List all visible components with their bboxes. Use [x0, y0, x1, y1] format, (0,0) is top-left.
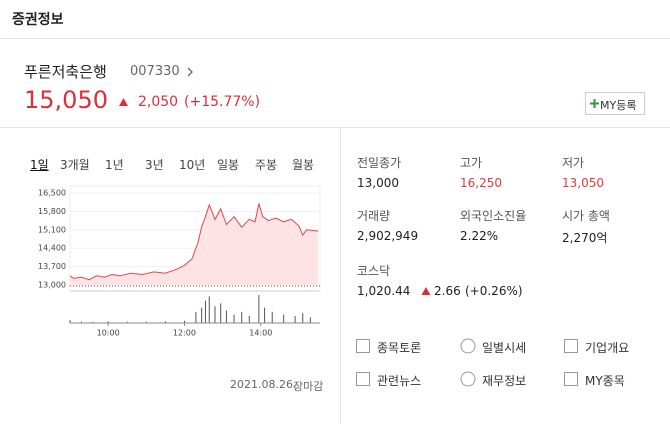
header-title: 증권정보: [12, 12, 64, 28]
link[interactable]: 관련뉴스: [377, 374, 422, 388]
volume-bar: [264, 307, 266, 323]
tab[interactable]: 10년: [179, 158, 206, 172]
price: 15,050: [24, 86, 108, 114]
volume-bar: [214, 306, 216, 323]
index-change: 2.66: [434, 284, 461, 298]
index-change-pct: (+0.26%): [465, 284, 523, 298]
y-tick-label: 16,500: [38, 189, 66, 198]
change-pct: (+15.77%): [184, 94, 261, 110]
volume-bar: [241, 311, 243, 323]
status: 장마감: [293, 380, 324, 393]
volume-bar: [233, 314, 235, 323]
volume-bar: [195, 311, 197, 323]
link-icon: [564, 372, 578, 386]
volume-bar: [204, 300, 206, 323]
volume-bar: [126, 321, 128, 323]
y-tick-label: 13,700: [38, 262, 66, 271]
volume-bar: [302, 313, 304, 323]
plus-icon: [590, 99, 599, 108]
stat-label: 고가: [460, 156, 483, 170]
volume-bar: [145, 321, 147, 323]
link[interactable]: 일별시세: [482, 341, 527, 355]
tab[interactable]: 3개월: [60, 158, 90, 172]
link[interactable]: 기업개요: [585, 341, 630, 355]
stat-value: 2.22%: [460, 229, 499, 243]
link-icon: [356, 372, 370, 386]
tab[interactable]: 주봉: [255, 158, 278, 172]
x-tick-label: 14:00: [249, 329, 272, 338]
volume-bar: [220, 303, 222, 323]
volume-bar: [208, 296, 210, 323]
stat-label: 저가: [562, 156, 585, 170]
link-icon: [564, 339, 578, 353]
my-button[interactable]: [585, 92, 645, 115]
y-tick-label: 13,000: [38, 281, 66, 290]
stat-value: 2,270억: [562, 231, 608, 245]
stat-value: 13,050: [562, 176, 604, 190]
volume-bar: [107, 321, 109, 323]
link-icon: [356, 339, 370, 353]
volume-bar: [283, 314, 285, 323]
volume-bar: [294, 316, 296, 323]
volume-bar: [92, 321, 94, 323]
price-area: [70, 203, 318, 285]
tab[interactable]: 월봉: [292, 158, 315, 172]
tab[interactable]: 3년: [145, 158, 164, 172]
y-tick-label: 14,400: [38, 244, 66, 253]
index-value: 1,020.44: [357, 284, 411, 298]
stock-code[interactable]: 007330: [130, 64, 180, 79]
stat-label: 시가 총액: [562, 209, 610, 223]
volume-bar: [183, 320, 185, 323]
stat-label: 거래량: [357, 209, 391, 223]
volume-bar: [225, 310, 227, 323]
stock-name[interactable]: 푸른저축은행: [24, 63, 107, 81]
volume-bar: [309, 317, 311, 323]
stat-value: 13,000: [357, 176, 399, 190]
volume-bar: [69, 320, 71, 323]
volume-bar: [271, 311, 273, 323]
header-bar: [0, 0, 670, 39]
y-tick-label: 15,100: [38, 225, 66, 234]
link[interactable]: MY종목: [585, 374, 625, 388]
divider: [340, 127, 341, 424]
y-tick-label: 15,800: [38, 207, 66, 216]
index-label: 코스닥: [357, 264, 391, 278]
volume-bar: [248, 316, 250, 323]
chevron: [187, 67, 193, 77]
link[interactable]: 재무정보: [482, 374, 527, 388]
stat-value: 16,250: [460, 176, 502, 190]
my-button-label[interactable]: MY등록: [600, 99, 637, 112]
volume-bar: [164, 321, 166, 323]
change: 2,050: [138, 94, 179, 110]
price-line: [69, 203, 319, 281]
tab[interactable]: 1년: [105, 158, 124, 172]
volume-bar: [258, 295, 260, 323]
volume-bar: [201, 307, 203, 323]
x-tick-label: 10:00: [97, 329, 120, 338]
link-icon: [460, 338, 476, 354]
divider: [0, 127, 670, 128]
up-arrow: [119, 98, 128, 106]
link[interactable]: 종목토론: [377, 341, 422, 355]
chart: 16,500 15,800 15,100 14,400 13,700 13,000 10:0…: [38, 185, 321, 338]
date: 2021.08.26.: [230, 378, 297, 391]
stat-label: 전일종가: [357, 156, 402, 170]
link-icon: [460, 371, 476, 387]
volume-bar: [80, 321, 82, 323]
stat-value: 2,902,949: [357, 229, 419, 243]
stat-label: 외국인소진율: [460, 209, 527, 223]
up-arrow: [421, 287, 431, 295]
tab[interactable]: 일봉: [217, 158, 240, 172]
tab[interactable]: 1일: [30, 158, 49, 172]
x-tick-label: 12:00: [173, 329, 196, 338]
